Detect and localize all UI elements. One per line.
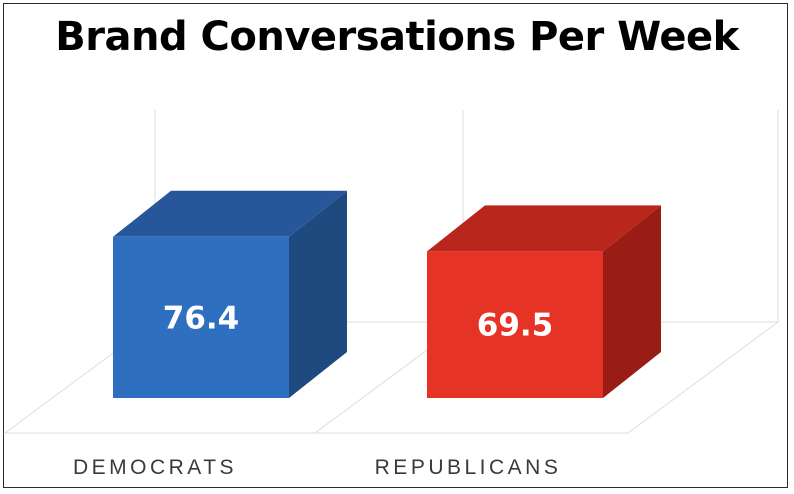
bar-democrats: 76.4: [113, 190, 347, 398]
bar-side-democrats: [289, 190, 347, 398]
bar-top-republicans: [427, 205, 661, 252]
bar-side-republicans: [603, 205, 661, 398]
bar-top-democrats: [113, 190, 347, 237]
category-label-democrats: DEMOCRATS: [73, 456, 237, 479]
chart-title: Brand Conversations Per Week: [55, 14, 739, 60]
bars-group: 76.4 69.5: [113, 190, 661, 398]
data-label-democrats: 76.4: [163, 300, 240, 336]
data-label-republicans: 69.5: [477, 308, 554, 344]
bar-front-democrats: [113, 236, 289, 398]
category-labels: DEMOCRATS REPUBLICANS: [73, 456, 562, 479]
bar-republicans: 69.5: [427, 205, 661, 398]
bar-front-republicans: [427, 251, 603, 398]
category-label-republicans: REPUBLICANS: [375, 456, 562, 479]
